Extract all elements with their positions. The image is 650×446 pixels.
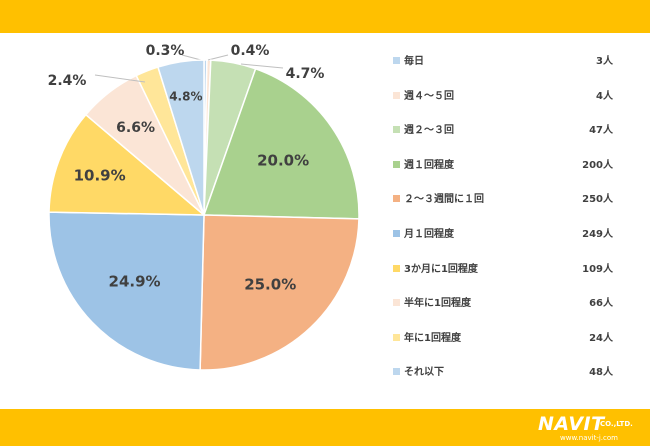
legend-count: 249人 xyxy=(582,228,613,240)
legend-item: 半年に1回程度 66人 xyxy=(393,294,613,329)
legend-item: それ以下 48人 xyxy=(393,363,613,398)
legend-item: 年に1回程度 24人 xyxy=(393,329,613,364)
legend-label: 週１回程度 xyxy=(404,159,454,171)
leader-line xyxy=(240,63,284,69)
leader-line xyxy=(207,54,229,61)
pie-slice xyxy=(202,67,360,220)
legend-item: 週４～５回 4人 xyxy=(393,87,613,122)
slice-label: 20.0% xyxy=(257,151,309,169)
top-banner xyxy=(0,0,650,33)
slice-label: 24.9% xyxy=(109,272,161,290)
legend-count: 4人 xyxy=(596,90,613,102)
pie-chart: 0.3% 0.4% 4.7% 20.0% 25.0% 24.9% 10.9% 6.6% 2.4%… xyxy=(48,43,360,371)
legend-count: 66人 xyxy=(589,298,613,310)
legend-count: 48人 xyxy=(589,367,613,379)
logo-suffix: CO.,LTD. xyxy=(600,420,633,428)
bottom-banner xyxy=(0,409,650,446)
legend: 毎日 3人週４～５回 4人週２～３回 47人週１回程度 200人 ２～３週間に１回 250人… xyxy=(393,52,613,398)
legend-swatch xyxy=(393,160,400,168)
legend-swatch xyxy=(393,57,400,64)
legend-swatch xyxy=(393,368,400,376)
legend-swatch xyxy=(393,333,400,341)
slice-label: 10.9% xyxy=(74,167,126,185)
legend-count: 200人 xyxy=(582,159,613,171)
slice-label: 4.7% xyxy=(286,66,325,82)
slice-label: 0.3% xyxy=(146,43,185,59)
leader-line xyxy=(94,74,146,83)
legend-swatch xyxy=(393,264,400,272)
legend-label: 年に1回程度 xyxy=(404,332,461,344)
legend-label: それ以下 xyxy=(404,367,444,379)
legend-label: 週４～５回 xyxy=(404,90,454,102)
legend-swatch xyxy=(393,195,400,203)
legend-count: 109人 xyxy=(582,263,613,275)
legend-label: 半年に1回程度 xyxy=(404,298,471,310)
slice-label: 6.6% xyxy=(116,120,155,136)
legend-label: 3か月に1回程度 xyxy=(404,263,478,275)
slice-label: 25.0% xyxy=(244,276,296,294)
legend-label: ２～３週間に１回 xyxy=(404,194,484,206)
slice-label: 2.4% xyxy=(48,73,87,89)
legend-item: 月１回程度 249人 xyxy=(393,225,613,260)
legend-swatch xyxy=(393,126,400,134)
legend-count: 250人 xyxy=(582,194,613,206)
legend-swatch xyxy=(393,229,400,237)
logo-url: www.navit-j.com xyxy=(560,434,618,442)
legend-item: 週１回程度 200人 xyxy=(393,156,613,191)
pie-slice xyxy=(48,113,207,216)
company-logo: NAVIT CO.,LTD. www.navit-j.com xyxy=(538,413,644,443)
slice-label: 0.4% xyxy=(231,43,270,59)
slice-label: 4.8% xyxy=(169,89,202,103)
legend-label: 週２～３回 xyxy=(404,125,454,137)
legend-item: 週２～３回 47人 xyxy=(393,121,613,156)
legend-item: 毎日 3人 xyxy=(393,52,613,87)
pie-slice xyxy=(157,59,205,216)
leader-line xyxy=(181,54,202,61)
legend-item: 3か月に1回程度 109人 xyxy=(393,260,613,295)
pie-slice xyxy=(199,214,360,371)
legend-label: 月１回程度 xyxy=(404,228,454,240)
legend-label: 毎日 xyxy=(404,56,424,67)
legend-swatch xyxy=(393,299,400,307)
legend-count: 24人 xyxy=(589,332,613,344)
logo-name: NAVIT xyxy=(538,413,605,435)
pie-slice xyxy=(48,211,205,371)
legend-swatch xyxy=(393,91,400,99)
legend-count: 3人 xyxy=(596,56,613,67)
legend-count: 47人 xyxy=(589,125,613,137)
legend-item: ２～３週間に１回 250人 xyxy=(393,190,613,225)
